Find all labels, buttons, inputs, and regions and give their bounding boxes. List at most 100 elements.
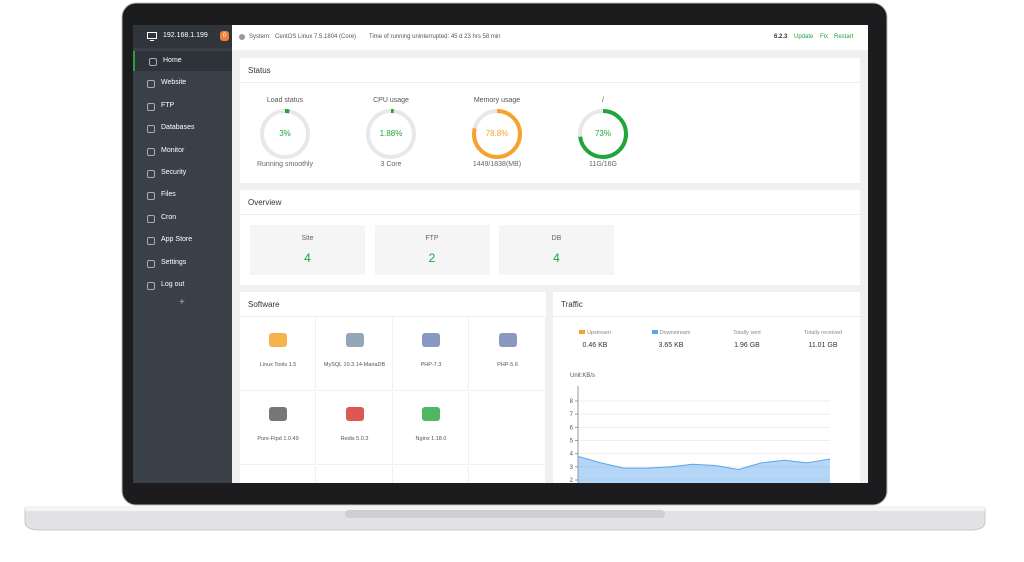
software-icon bbox=[422, 407, 440, 421]
menu-item[interactable]: FTP bbox=[133, 96, 232, 116]
software-item[interactable]: Nginx 1.18.0 bbox=[393, 392, 469, 465]
screen: 192.168.1.199 0 Home Website FTP Databases M… bbox=[133, 25, 868, 483]
stat-label: Upstream bbox=[557, 330, 633, 336]
menu-label: Files bbox=[161, 191, 176, 199]
traffic-chart: 2 3 4 5 6 7 8 bbox=[570, 386, 831, 483]
software-icon bbox=[269, 407, 287, 421]
y-tick-label: 3 bbox=[570, 465, 574, 471]
software-slot bbox=[470, 466, 546, 483]
gauge-caption: 3 Core bbox=[380, 161, 402, 168]
overview-panel: Overview Site 4 FTP 2 DB 4 bbox=[240, 190, 860, 285]
gauge-arc bbox=[578, 109, 628, 159]
menu-label: Cron bbox=[161, 213, 177, 221]
system-icon bbox=[239, 34, 245, 40]
menu-item[interactable]: Cron bbox=[133, 208, 232, 228]
menu-icon bbox=[147, 125, 155, 134]
menu-item[interactable]: Website bbox=[133, 73, 232, 93]
gauge-caption: 11G/16G bbox=[589, 161, 617, 168]
gauge-value: 1.88% bbox=[379, 129, 403, 138]
overview-card[interactable]: FTP 2 bbox=[374, 225, 490, 275]
gauge-value: 78.8% bbox=[485, 129, 509, 138]
software-name: PHP-7.3 bbox=[420, 362, 442, 368]
menu-icon bbox=[147, 147, 155, 156]
overview-card[interactable]: Site 4 bbox=[250, 225, 365, 275]
y-tick-label: 5 bbox=[570, 439, 574, 445]
software-icon bbox=[269, 333, 287, 347]
software-slot bbox=[240, 466, 316, 483]
gauge-value: 73% bbox=[594, 129, 611, 138]
software-item[interactable]: PHP-5.6 bbox=[469, 318, 546, 391]
stat-value: 0.46 KB bbox=[582, 342, 608, 349]
gauge-label: Memory usage bbox=[473, 97, 521, 104]
overview-card[interactable]: DB 4 bbox=[499, 225, 614, 275]
menu-item[interactable]: Log out bbox=[133, 275, 232, 295]
software-item[interactable]: MySQL 10.3.14-MariaDB bbox=[316, 318, 393, 391]
software-name: PHP-5.6 bbox=[497, 362, 518, 368]
stat-name: Totally sent bbox=[733, 330, 761, 336]
menu-icon bbox=[147, 80, 155, 89]
card-value: 4 bbox=[553, 251, 560, 265]
link[interactable]: Fix bbox=[820, 34, 828, 40]
menu-item[interactable]: Home bbox=[133, 51, 232, 71]
menu-icon bbox=[147, 192, 155, 201]
add-button[interactable]: + bbox=[179, 297, 185, 309]
software-slot bbox=[469, 392, 546, 465]
menu-label: Databases bbox=[161, 124, 195, 132]
card-label: DB bbox=[551, 235, 562, 242]
menu-item[interactable]: Databases bbox=[133, 118, 232, 138]
gauge bbox=[578, 109, 628, 159]
software-item[interactable]: Linux Tools 1.5 bbox=[240, 318, 316, 391]
stat-name: Downstream bbox=[659, 330, 691, 336]
software-icon bbox=[345, 407, 364, 421]
link[interactable]: Update bbox=[794, 34, 814, 40]
menu-label: App Store bbox=[161, 236, 193, 244]
y-tick-label: 7 bbox=[570, 412, 574, 418]
software-item[interactable]: Pure-Ftpd 1.0.49 bbox=[240, 392, 316, 465]
y-tick-label: 4 bbox=[570, 452, 574, 458]
sidebar: 192.168.1.199 0 Home Website FTP Databases M… bbox=[133, 25, 232, 483]
sidebar-header: 192.168.1.199 0 bbox=[133, 25, 232, 48]
topbar: System: CentOS Linux 7.5.1804 (Core) Tim… bbox=[232, 25, 868, 50]
area-line bbox=[577, 455, 831, 470]
link[interactable]: Restart bbox=[834, 34, 854, 40]
software-icon bbox=[498, 333, 517, 347]
menu-item[interactable]: Security bbox=[133, 163, 232, 183]
gauge bbox=[366, 109, 416, 159]
panel-title: Overview bbox=[248, 198, 282, 207]
menu-icon bbox=[147, 259, 155, 268]
menu-icon bbox=[149, 58, 157, 66]
card-value: 2 bbox=[428, 251, 436, 265]
menu-item[interactable]: Files bbox=[133, 185, 232, 205]
version: 6.2.3 bbox=[774, 34, 788, 40]
gauge-arc bbox=[472, 109, 522, 159]
software-item[interactable]: PHP-7.3 bbox=[393, 318, 469, 391]
menu-item[interactable]: App Store bbox=[133, 230, 232, 250]
stat-label: Totally received bbox=[785, 330, 861, 336]
software-slot bbox=[317, 466, 393, 483]
menu-item[interactable]: Monitor bbox=[133, 141, 232, 161]
stat-name: Totally received bbox=[804, 330, 842, 336]
badge[interactable]: 0 bbox=[220, 31, 229, 41]
card-value: 4 bbox=[304, 251, 311, 265]
gauge bbox=[260, 109, 310, 159]
gauge bbox=[472, 109, 522, 159]
stat-label: Totally sent bbox=[709, 330, 785, 336]
card-label: FTP bbox=[425, 235, 439, 242]
menu-label: Settings bbox=[161, 258, 187, 266]
menu-item[interactable]: Settings bbox=[133, 253, 232, 273]
menu-icon bbox=[147, 214, 155, 223]
software-name: Nginx 1.18.0 bbox=[415, 436, 447, 442]
gauge-label: / bbox=[602, 97, 604, 104]
menu-label: Security bbox=[161, 169, 187, 176]
y-tick-label: 8 bbox=[570, 399, 574, 405]
gauge-caption: 1449/1838(MB) bbox=[472, 161, 522, 168]
unit-label: Unit:KB/s bbox=[570, 373, 596, 379]
traffic-panel: Traffic Upstream 0.46 KB Downstream 3.65 KB… bbox=[553, 292, 860, 483]
software-item[interactable]: Redis 5.0.3 bbox=[316, 392, 393, 465]
gauge-value: 3% bbox=[279, 129, 291, 138]
y-tick-label: 2 bbox=[570, 478, 574, 483]
menu-label: Website bbox=[161, 79, 187, 87]
legend-swatch bbox=[579, 330, 586, 334]
menu-label: Monitor bbox=[161, 146, 185, 154]
